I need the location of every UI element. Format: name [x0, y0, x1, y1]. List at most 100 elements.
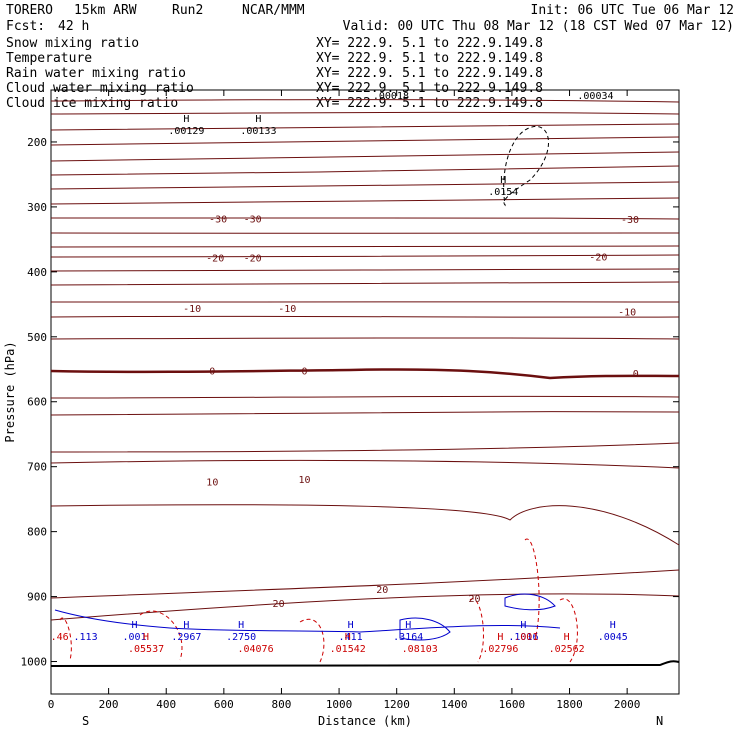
rain-contour	[524, 538, 540, 641]
contour-line	[50, 181, 680, 190]
y-tick-label: 900	[27, 591, 47, 604]
contour-line	[50, 99, 680, 103]
extremum-value: .01542	[330, 644, 366, 655]
y-tick-label: 600	[27, 396, 47, 409]
contour-line	[50, 123, 680, 131]
rain-contour	[59, 617, 72, 661]
contour-line	[50, 281, 680, 286]
rain-contour	[469, 598, 484, 663]
x-end-label: N	[656, 714, 663, 728]
header-model: TORERO	[6, 3, 53, 18]
header-valid: Valid: 00 UTC Thu 08 Mar 12 (18 CST Wed …	[343, 19, 734, 34]
rain-contour	[139, 610, 183, 661]
contour-line	[50, 268, 680, 272]
x-start-label: S	[82, 714, 89, 728]
extremum-marker: H	[564, 632, 570, 643]
field-xy-cloud-water: XY= 222.9. 5.1 to 222.9.149.8	[316, 81, 543, 96]
field-xy-snow: XY= 222.9. 5.1 to 222.9.149.8	[316, 36, 543, 51]
extremum-marker: H	[183, 114, 189, 125]
field-legend: Snow mixing ratio XY= 222.9. 5.1 to 222.…	[6, 36, 543, 111]
terrain-surface	[50, 660, 680, 667]
extremum-value: .411	[339, 632, 363, 643]
contour-line	[50, 411, 680, 416]
extremum-value: .0154	[488, 187, 518, 198]
x-axis: 0 200 400 600 800 1000 1200 1400 1600 1800 2000	[48, 90, 641, 711]
extremum-value: .00133	[240, 126, 276, 137]
header-fcst-value: 42 h	[58, 19, 89, 34]
extremum-value: .05537	[128, 644, 164, 655]
contour-line	[50, 315, 680, 318]
x-tick-label: 1200	[383, 698, 410, 711]
extremum-value: .0045	[598, 632, 628, 643]
x-tick-label: 400	[156, 698, 176, 711]
field-xy-rain: XY= 222.9. 5.1 to 222.9.149.8	[316, 66, 543, 81]
contour-line	[50, 217, 680, 220]
extremum-value: .3164	[393, 632, 423, 643]
y-tick-label: 1000	[21, 656, 48, 669]
header-init: Init: 06 UTC Tue 06 Mar 12	[531, 3, 735, 18]
contour-line	[50, 151, 680, 162]
temperature-contour-label: 20	[468, 594, 480, 605]
field-xy-cloud-ice: XY= 222.9. 5.1 to 222.9.149.8	[316, 96, 543, 111]
cloud-water-contour	[399, 617, 451, 641]
extremum-marker: H	[405, 620, 411, 631]
contour-line	[50, 111, 680, 115]
contour-line	[50, 197, 680, 205]
snow-contours	[503, 125, 549, 207]
cloud-water-contours	[54, 593, 561, 641]
temperature-contour-label: -10	[278, 304, 296, 315]
extrema-labels: H.00129H.00133.00018.00034H.0154.46.113H…	[51, 91, 628, 655]
contour-line	[50, 254, 680, 258]
temperature-contour-label: 0	[633, 369, 639, 380]
x-tick-label: 1600	[499, 698, 526, 711]
contour-line	[50, 395, 680, 399]
extremum-value: .00129	[168, 126, 204, 137]
temperature-contour-label: -10	[618, 307, 636, 318]
x-tick-label: 1800	[556, 698, 583, 711]
extremum-marker: H	[255, 114, 261, 125]
field-name-cloud-water: Cloud water mixing ratio	[6, 81, 194, 96]
field-name-temperature: Temperature	[6, 51, 92, 66]
extremum-value: .113	[74, 632, 98, 643]
field-xy-temperature: XY= 222.9. 5.1 to 222.9.149.8	[316, 51, 543, 66]
rain-contours	[59, 538, 578, 663]
extremum-marker: H	[610, 620, 616, 631]
extremum-value: .46	[51, 632, 69, 643]
extremum-marker: H	[348, 620, 354, 631]
rain-contour	[559, 598, 578, 663]
y-tick-label: 500	[27, 331, 47, 344]
x-tick-label: 1000	[326, 698, 353, 711]
y-tick-label: 200	[27, 136, 47, 149]
extremum-value: .2967	[171, 632, 201, 643]
temperature-contour-label: -20	[589, 252, 607, 263]
contour-line	[50, 504, 680, 546]
header-resolution: 15km ARW	[74, 3, 137, 18]
header-org: NCAR/MMM	[242, 3, 305, 18]
x-tick-label: 600	[214, 698, 234, 711]
extremum-value: .2750	[226, 632, 256, 643]
contour-line	[50, 337, 680, 340]
contour-line	[50, 136, 680, 146]
temperature-contour-label: -30	[209, 215, 227, 226]
extremum-value: .00034	[577, 91, 613, 102]
temperature-contour-label: -20	[206, 254, 224, 265]
temperature-contour-label: -20	[244, 254, 262, 265]
extremum-marker: H	[238, 620, 244, 631]
header-run: Run2	[172, 3, 203, 18]
theta-contours	[50, 99, 680, 621]
temperature-contour-label: 10	[298, 475, 310, 486]
cloud-water-contour	[504, 593, 556, 611]
extremum-value: .001	[514, 632, 538, 643]
extremum-marker: H	[497, 632, 503, 643]
contour-line	[50, 442, 680, 453]
extremum-value: .00018	[373, 91, 409, 102]
contour-line	[50, 245, 680, 248]
x-tick-label: 2000	[614, 698, 641, 711]
y-tick-label: 400	[27, 266, 47, 279]
field-name-cloud-ice: Cloud ice mixing ratio	[6, 96, 178, 111]
temperature-contour-label: -30	[244, 215, 262, 226]
snow-contour	[503, 125, 549, 207]
extremum-marker: H	[345, 632, 351, 643]
rain-contour	[299, 618, 325, 663]
